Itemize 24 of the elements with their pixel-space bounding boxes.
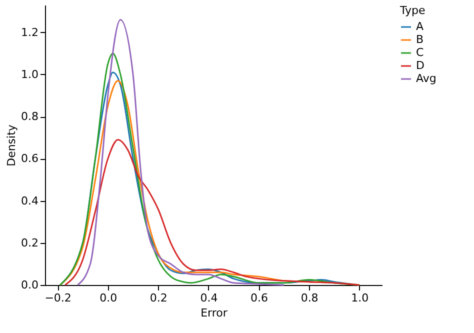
- legend-label: B: [416, 33, 424, 46]
- x-axis-title: Error: [200, 306, 228, 320]
- y-tick-label: 0.6: [21, 152, 38, 166]
- line-series: [64, 138, 360, 286]
- x-tick-label: 0.2: [150, 292, 168, 304]
- line-series: [76, 18, 285, 286]
- x-tick-label: 0.4: [200, 292, 218, 304]
- legend-title: Type: [399, 4, 426, 17]
- y-tick-label: 0.2: [21, 236, 38, 250]
- y-tick-label: 1.2: [21, 26, 38, 39]
- legend-label: D: [416, 59, 424, 72]
- legend-label: Avg: [416, 72, 436, 85]
- legend-label: A: [416, 20, 424, 33]
- x-tick-label: 0.0: [100, 292, 118, 304]
- y-tick-label: 0.4: [21, 194, 38, 208]
- y-tick-label: 1.0: [21, 68, 38, 81]
- x-tick-label: 1.0: [351, 292, 369, 304]
- x-tick-label: −0.2: [44, 292, 72, 304]
- legend-label: C: [416, 46, 424, 59]
- y-tick-label: 0.8: [21, 110, 38, 124]
- x-tick-label: 0.8: [300, 292, 318, 304]
- y-tick-label: 0.0: [21, 278, 38, 292]
- x-tick-label: 0.6: [250, 292, 268, 304]
- y-axis-title: Density: [5, 124, 18, 166]
